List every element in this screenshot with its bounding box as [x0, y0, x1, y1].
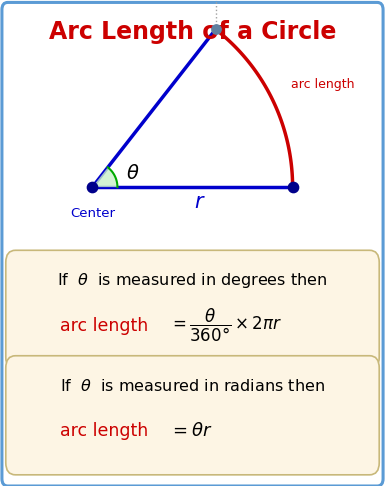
Text: Arc Length of a Circle: Arc Length of a Circle — [49, 19, 336, 44]
Text: If  $\theta$  is measured in degrees then: If $\theta$ is measured in degrees then — [57, 271, 328, 291]
Text: $\theta$: $\theta$ — [126, 164, 140, 183]
Point — [89, 183, 95, 191]
Polygon shape — [92, 167, 117, 187]
Text: arc length: arc length — [60, 316, 148, 335]
FancyBboxPatch shape — [6, 356, 379, 475]
Text: arc length: arc length — [291, 77, 355, 90]
Text: $r$: $r$ — [194, 191, 206, 212]
Point — [290, 183, 296, 191]
Point — [213, 25, 219, 33]
Text: $=\dfrac{\theta}{360°}\times 2\pi r$: $=\dfrac{\theta}{360°}\times 2\pi r$ — [169, 307, 283, 344]
Text: arc length: arc length — [60, 422, 148, 440]
Text: If  $\theta$  is measured in radians then: If $\theta$ is measured in radians then — [60, 379, 325, 394]
FancyBboxPatch shape — [6, 250, 379, 369]
Text: Center: Center — [70, 207, 115, 220]
Text: $= \theta r$: $= \theta r$ — [169, 422, 213, 440]
